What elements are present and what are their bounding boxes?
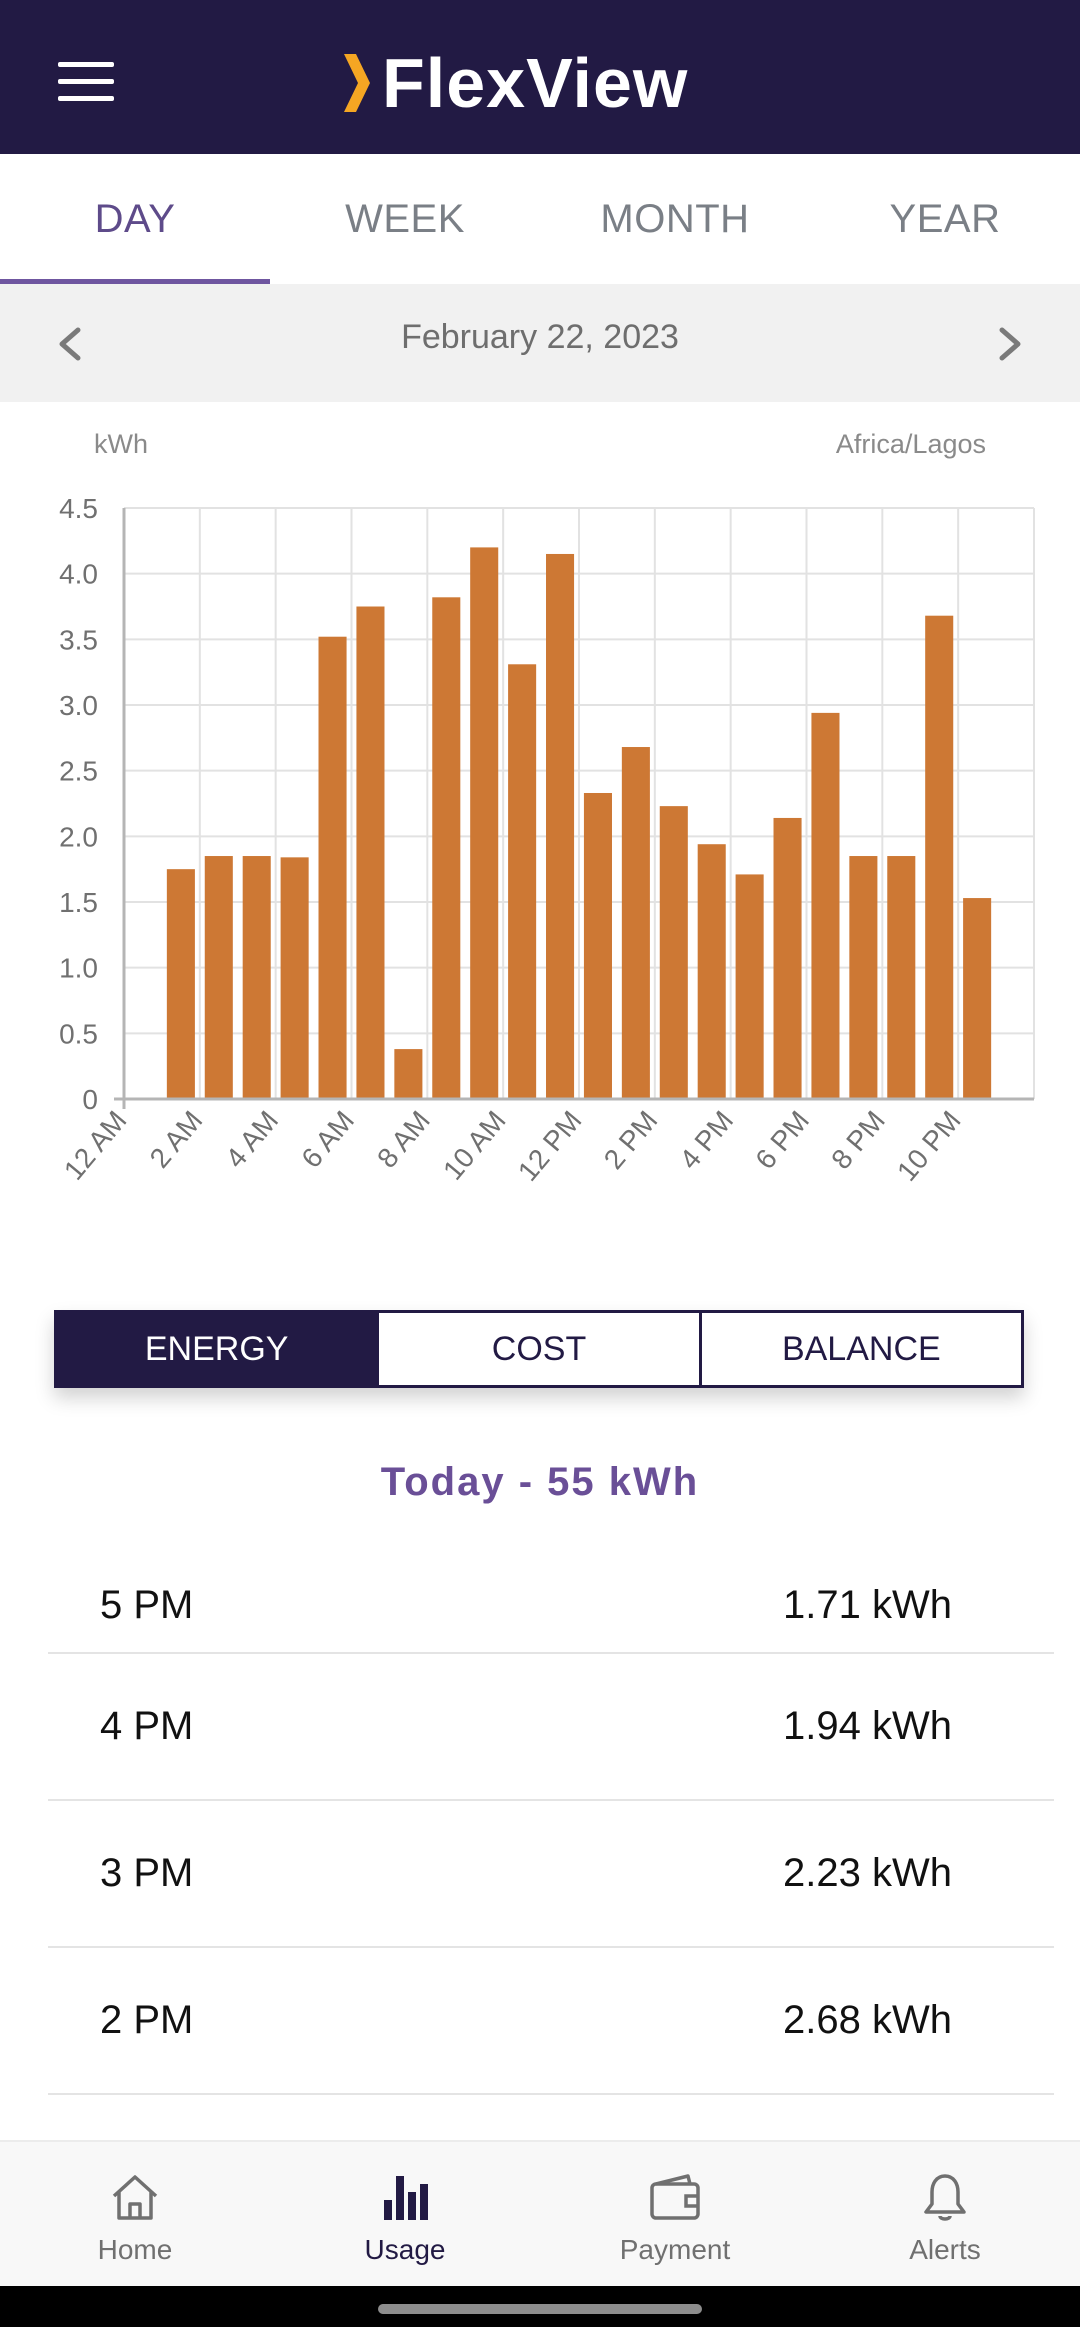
hourly-readings-list: 5 PM 1.71 kWh 4 PM 1.94 kWh 3 PM 2.23 kW… — [48, 1558, 1054, 2095]
reading-time: 5 PM — [100, 1582, 194, 1627]
reading-time: 3 PM — [100, 1851, 194, 1895]
list-item[interactable]: 5 PM 1.71 kWh — [48, 1558, 1054, 1654]
x-tick-label: 4 PM — [674, 1105, 740, 1175]
bar[interactable] — [394, 1049, 423, 1099]
y-tick-label: 4.0 — [59, 559, 98, 590]
bar[interactable] — [318, 636, 347, 1099]
date-navigator: February 22, 2023 — [0, 284, 1080, 402]
reading-value: 2.68 kWh — [783, 1998, 952, 2042]
previous-day-button[interactable] — [42, 314, 102, 374]
reading-time: 2 PM — [100, 1998, 194, 2042]
x-tick-label: 12 AM — [58, 1105, 133, 1186]
reading-time: 4 PM — [100, 1704, 194, 1748]
y-tick-label: 1.5 — [59, 887, 98, 918]
x-tick-label: 2 PM — [598, 1105, 664, 1175]
bar[interactable] — [811, 712, 840, 1099]
tab-year[interactable]: YEAR — [889, 196, 1001, 241]
nav-payment[interactable]: Payment — [540, 2142, 810, 2288]
app-bar: FlexView — [0, 0, 1080, 154]
x-tick-label: 2 AM — [144, 1105, 209, 1174]
bar-chart-icon — [384, 2176, 428, 2220]
list-item[interactable]: 2 PM 2.68 kWh — [48, 1948, 1054, 2095]
y-tick-label: 3.0 — [59, 690, 98, 721]
x-tick-label: 12 PM — [512, 1105, 588, 1187]
cost-button[interactable]: COST — [379, 1310, 702, 1388]
y-tick-label: 2.0 — [59, 821, 98, 852]
bar[interactable] — [925, 615, 954, 1099]
nav-home-label: Home — [97, 2234, 173, 2265]
x-tick-label: 4 AM — [219, 1105, 284, 1174]
bar[interactable] — [659, 806, 688, 1099]
x-tick-label: 6 AM — [295, 1105, 360, 1174]
nav-usage-label: Usage — [364, 2234, 446, 2265]
metric-selector: ENERGY COST BALANCE — [54, 1310, 1024, 1388]
list-item[interactable]: 3 PM 2.23 kWh — [48, 1801, 1054, 1948]
bar[interactable] — [773, 817, 802, 1099]
bar[interactable] — [470, 547, 499, 1099]
energy-usage-chart: kWh Africa/Lagos 0 0.5 1.0 1.5 2.0 2.5 3.0 3.5 4… — [0, 402, 1080, 1222]
reading-value: 1.94 kWh — [783, 1704, 952, 1748]
period-tabs: DAY WEEK MONTH YEAR — [0, 154, 1080, 284]
bar-chart: kWh Africa/Lagos 0 0.5 1.0 1.5 2.0 2.5 3.0 3.5 4… — [58, 429, 1035, 1187]
y-tick-label: 3.5 — [59, 624, 98, 655]
bar[interactable] — [280, 857, 309, 1099]
x-tick-label: 6 PM — [749, 1105, 815, 1175]
chevron-left-icon — [59, 327, 81, 361]
wallet-icon — [650, 2174, 700, 2220]
home-icon — [112, 2175, 158, 2220]
x-tick-label: 8 AM — [371, 1105, 436, 1174]
bar[interactable] — [204, 856, 233, 1099]
menu-icon[interactable] — [58, 62, 114, 102]
y-tick-label: 0 — [82, 1084, 98, 1115]
nav-alerts-label: Alerts — [909, 2234, 981, 2265]
bar[interactable] — [242, 856, 271, 1099]
reading-value: 1.71 kWh — [783, 1582, 952, 1627]
x-tick-label: 8 PM — [825, 1105, 891, 1175]
nav-home[interactable]: Home — [0, 2142, 270, 2288]
bottom-navigation: Home Usage Payment Alerts — [0, 2140, 1080, 2288]
y-tick-label: 0.5 — [59, 1018, 98, 1049]
chevron-right-icon — [999, 327, 1021, 361]
bell-icon — [924, 2174, 966, 2221]
nav-payment-label: Payment — [619, 2234, 731, 2265]
bar[interactable] — [432, 597, 461, 1099]
system-navigation-bar — [0, 2286, 1080, 2327]
x-tick-label: 10 PM — [891, 1105, 967, 1187]
y-tick-label: 2.5 — [59, 756, 98, 787]
y-axis-unit-label: kWh — [94, 429, 148, 459]
bar[interactable] — [697, 844, 726, 1099]
bar[interactable] — [887, 856, 916, 1099]
energy-button[interactable]: ENERGY — [54, 1310, 380, 1388]
next-day-button[interactable] — [978, 314, 1038, 374]
bar[interactable] — [583, 792, 612, 1099]
bar[interactable] — [356, 606, 385, 1100]
tab-day[interactable]: DAY — [0, 154, 270, 284]
bar[interactable] — [546, 553, 575, 1099]
y-tick-label: 4.5 — [59, 493, 98, 524]
bar[interactable] — [621, 747, 650, 1099]
tab-week[interactable]: WEEK — [345, 196, 465, 241]
nav-usage[interactable]: Usage — [270, 2142, 540, 2288]
nav-alerts[interactable]: Alerts — [810, 2142, 1080, 2288]
logo-chevron-icon — [344, 54, 370, 112]
app-title: FlexView — [382, 44, 689, 122]
logo: FlexView — [340, 48, 688, 118]
bar[interactable] — [735, 874, 764, 1099]
balance-button[interactable]: BALANCE — [701, 1310, 1024, 1388]
tab-month[interactable]: MONTH — [600, 196, 750, 241]
bar[interactable] — [508, 664, 537, 1099]
home-gesture-handle[interactable] — [378, 2304, 702, 2314]
daily-total: Today - 55 kWh — [380, 1460, 700, 1504]
list-item[interactable]: 4 PM 1.94 kWh — [48, 1654, 1054, 1801]
timezone-label: Africa/Lagos — [836, 429, 986, 459]
bar[interactable] — [849, 856, 878, 1099]
selected-date: February 22, 2023 — [401, 318, 679, 356]
x-tick-label: 10 AM — [437, 1105, 512, 1186]
bar[interactable] — [166, 869, 195, 1099]
bar[interactable] — [963, 898, 992, 1099]
reading-value: 2.23 kWh — [783, 1851, 952, 1895]
y-tick-label: 1.0 — [59, 953, 98, 984]
